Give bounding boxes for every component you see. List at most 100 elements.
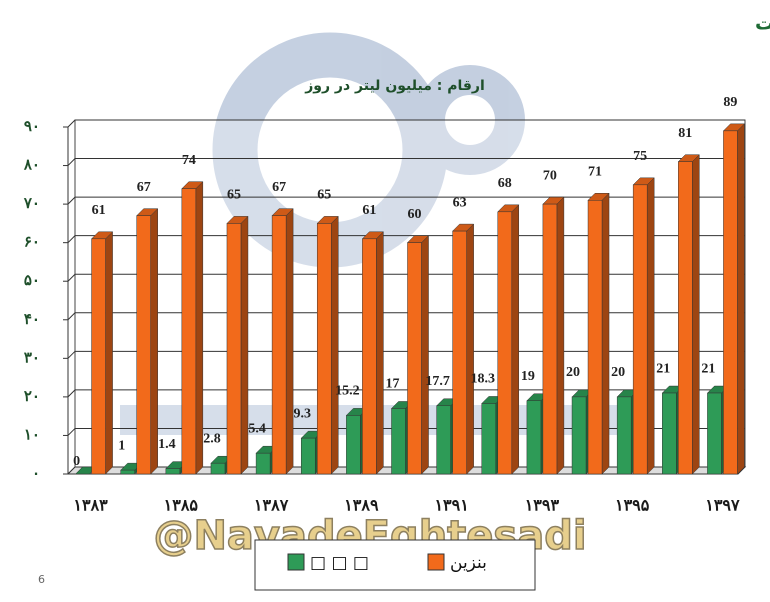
value-label: 21	[656, 361, 670, 376]
bar	[362, 238, 377, 475]
x-tick-label: ۱۳۹۱	[434, 496, 468, 515]
bar	[678, 161, 693, 475]
bar	[616, 396, 632, 475]
y-tick-label: ۹۰	[24, 117, 40, 135]
legend-swatch	[427, 553, 445, 571]
value-label: 67	[272, 180, 286, 195]
bar	[165, 468, 181, 475]
value-label: 71	[588, 164, 602, 179]
legend-swatch	[287, 553, 305, 571]
value-label: 21	[701, 361, 715, 376]
value-label: 89	[723, 95, 737, 110]
grid-line	[67, 196, 745, 205]
value-label: 20	[566, 365, 580, 380]
bar	[346, 415, 361, 475]
value-label: 2.8	[203, 431, 221, 446]
bar	[255, 452, 271, 475]
bar	[723, 130, 738, 475]
value-label: 17.7	[425, 374, 450, 389]
bar-side	[646, 177, 655, 475]
y-tick-label: ۱۰	[24, 425, 40, 443]
x-tick-label: ۱۳۸۹	[344, 496, 379, 515]
bar	[91, 238, 106, 475]
bar-side	[195, 181, 204, 475]
value-label: 65	[227, 188, 241, 203]
chart-subtitle: ارقام : میلیون لیتر در روز	[304, 78, 485, 94]
value-label: 81	[678, 126, 692, 141]
bar-side	[737, 123, 745, 475]
value-label: 19	[521, 369, 535, 384]
value-label: 61	[362, 203, 376, 218]
legend-label: □ □ □	[310, 553, 369, 573]
bar-side	[556, 196, 565, 475]
value-label: 67	[137, 180, 151, 195]
bar	[271, 215, 287, 475]
value-label: 70	[543, 168, 557, 183]
bar	[136, 215, 151, 475]
y-tick-label: ۰	[32, 464, 40, 482]
x-tick-label: ۱۳۹۷	[705, 496, 740, 515]
bar	[542, 203, 558, 475]
grid-line	[67, 158, 745, 166]
bar-side	[240, 215, 249, 475]
value-label: 61	[92, 203, 106, 218]
y-tick-label: ۶۰	[24, 233, 40, 251]
value-label: 63	[453, 195, 467, 210]
bar	[452, 230, 467, 475]
value-label: 17	[386, 377, 400, 392]
bar-side	[376, 231, 384, 475]
value-label: 0	[73, 454, 80, 469]
bar	[436, 405, 451, 475]
bar	[497, 211, 513, 475]
grid-line	[67, 119, 745, 128]
value-label: 75	[633, 149, 647, 164]
bar	[571, 396, 587, 475]
grid-line	[67, 235, 745, 244]
bar	[120, 469, 135, 475]
bar	[662, 392, 677, 475]
bar	[707, 392, 722, 475]
value-label: 18.3	[471, 372, 496, 387]
bar-side	[105, 231, 113, 475]
grid-line	[67, 389, 745, 398]
legend-label: بنزین	[450, 553, 487, 573]
y-tick-label: ۲۰	[24, 387, 40, 405]
grid-line	[67, 350, 745, 359]
bar-side	[330, 215, 339, 475]
value-label: 9.3	[293, 406, 311, 421]
bar	[181, 188, 197, 475]
bar-side	[511, 204, 520, 475]
y-tick-label: ۵۰	[24, 271, 40, 289]
bar	[391, 408, 406, 475]
bar-side	[150, 208, 158, 475]
value-label: 1.4	[158, 437, 176, 452]
x-tick-label: ۱۳۹۳	[525, 496, 560, 515]
bar	[300, 437, 316, 475]
bar	[526, 400, 542, 475]
grid-line	[67, 312, 745, 321]
page-number: 6	[38, 573, 45, 586]
x-tick-label: ۱۳۸۷	[254, 496, 289, 515]
bar-side	[421, 235, 429, 475]
value-label: 15.2	[335, 384, 360, 399]
y-tick-label: ۷۰	[23, 194, 40, 212]
x-tick-label: ۱۳۹۵	[615, 496, 650, 515]
x-tick-label: ۱۳۸۳	[73, 496, 108, 515]
grid-line	[67, 273, 745, 282]
bar-side	[692, 154, 700, 475]
x-tick-label: ۱۳۸۵	[164, 496, 199, 515]
bar	[407, 242, 422, 475]
value-label: 60	[408, 207, 422, 222]
bar-side	[466, 223, 474, 475]
chart-title: مصرفCNG و بنزین طی سالهای ۹۷-۸۳ و توقف ت…	[755, 13, 770, 35]
bar	[632, 184, 648, 475]
bar-side	[285, 208, 294, 475]
bar	[316, 223, 332, 475]
bar	[481, 403, 497, 475]
value-label: 65	[317, 188, 331, 203]
bar-side	[601, 192, 610, 475]
grid-line	[67, 427, 745, 436]
value-label: 5.4	[248, 421, 266, 436]
y-tick-label: ۳۰	[24, 348, 40, 366]
